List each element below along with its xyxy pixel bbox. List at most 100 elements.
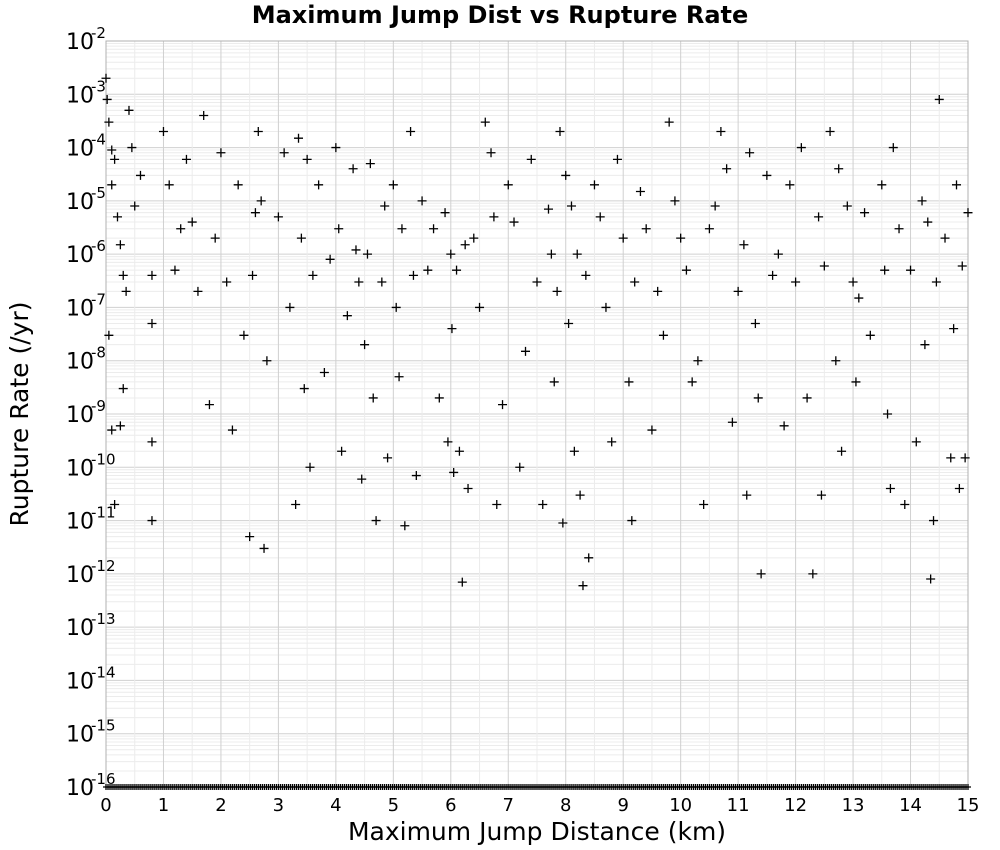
- data-point: [204, 400, 214, 410]
- data-point: [894, 224, 904, 234]
- data-point: [112, 212, 122, 222]
- y-tick-exponent: -14: [91, 663, 116, 681]
- data-point: [745, 148, 755, 158]
- y-tick-exponent: -11: [91, 504, 116, 522]
- y-tick-exponent: -16: [91, 770, 116, 788]
- y-tick-base: 10: [66, 350, 94, 375]
- data-point: [147, 318, 157, 328]
- data-point: [773, 249, 783, 259]
- y-tick-base: 10: [66, 403, 94, 428]
- data-point: [440, 208, 450, 218]
- data-point: [816, 490, 826, 500]
- data-point: [262, 356, 272, 366]
- x-tick-label: 6: [445, 795, 456, 816]
- data-point: [509, 217, 519, 227]
- data-point: [710, 201, 720, 211]
- data-point: [538, 500, 548, 510]
- data-point: [380, 201, 390, 211]
- x-tick-label: 5: [388, 795, 399, 816]
- data-point: [601, 302, 611, 312]
- data-point: [584, 553, 594, 563]
- data-point: [630, 277, 640, 287]
- data-point: [566, 201, 576, 211]
- data-point: [308, 270, 318, 280]
- y-tick-label: 10-4: [66, 131, 106, 162]
- y-tick-base: 10: [66, 30, 94, 55]
- data-point: [199, 110, 209, 120]
- data-point: [239, 330, 249, 340]
- data-point: [181, 154, 191, 164]
- data-point: [940, 233, 950, 243]
- data-point: [802, 393, 812, 403]
- y-tick-exponent: -2: [91, 24, 106, 42]
- data-point: [127, 143, 137, 153]
- data-point: [687, 377, 697, 387]
- data-point: [733, 286, 743, 296]
- data-point: [362, 249, 372, 259]
- y-tick-base: 10: [66, 243, 94, 268]
- data-point: [245, 532, 255, 542]
- data-point: [526, 154, 536, 164]
- y-tick-exponent: -4: [91, 131, 106, 149]
- y-axis-ticks: 10-210-310-410-510-610-710-810-910-1010-…: [66, 24, 116, 801]
- y-tick-label: 10-7: [66, 290, 106, 321]
- x-tick-label: 13: [842, 795, 865, 816]
- data-point: [555, 127, 565, 137]
- data-point: [920, 340, 930, 350]
- y-tick-exponent: -8: [91, 344, 106, 362]
- data-point: [319, 368, 329, 378]
- floor-point: [965, 784, 971, 790]
- y-tick-exponent: -6: [91, 237, 106, 255]
- data-point: [704, 224, 714, 234]
- data-point: [124, 105, 134, 115]
- data-point: [515, 462, 525, 472]
- y-tick-exponent: -13: [91, 610, 116, 628]
- data-points: [101, 73, 973, 591]
- data-point: [331, 143, 341, 153]
- data-point: [334, 224, 344, 234]
- data-point: [360, 340, 370, 350]
- data-point: [434, 393, 444, 403]
- data-point: [104, 330, 114, 340]
- data-point: [917, 196, 927, 206]
- y-tick-label: 10-14: [66, 663, 116, 694]
- data-point: [834, 164, 844, 174]
- data-point: [480, 117, 490, 127]
- data-point: [851, 377, 861, 387]
- y-tick-base: 10: [66, 723, 94, 748]
- y-axis-label: Rupture Rate (/yr): [5, 302, 34, 527]
- data-point: [170, 265, 180, 275]
- data-point: [454, 446, 464, 456]
- data-point: [756, 569, 766, 579]
- y-tick-label: 10-16: [66, 770, 116, 801]
- data-point: [296, 233, 306, 243]
- data-point: [742, 490, 752, 500]
- data-point: [848, 277, 858, 287]
- data-point: [549, 377, 559, 387]
- data-point: [575, 490, 585, 500]
- y-tick-base: 10: [66, 190, 94, 215]
- data-point: [618, 233, 628, 243]
- y-tick-label: 10-10: [66, 450, 116, 481]
- y-tick-base: 10: [66, 776, 94, 801]
- data-point: [960, 453, 970, 463]
- data-point: [498, 400, 508, 410]
- floor-points: [103, 784, 971, 790]
- data-point: [457, 577, 467, 587]
- data-point: [676, 233, 686, 243]
- data-point: [957, 261, 967, 271]
- data-point: [492, 500, 502, 510]
- data-point: [635, 186, 645, 196]
- data-point: [934, 94, 944, 104]
- x-tick-label: 2: [215, 795, 226, 816]
- data-point: [273, 212, 283, 222]
- data-point: [558, 518, 568, 528]
- data-point: [429, 224, 439, 234]
- data-point: [561, 170, 571, 180]
- data-point: [831, 356, 841, 366]
- x-axis-label: Maximum Jump Distance (km): [348, 817, 726, 846]
- data-point: [391, 302, 401, 312]
- data-point: [377, 277, 387, 287]
- data-point: [351, 245, 361, 255]
